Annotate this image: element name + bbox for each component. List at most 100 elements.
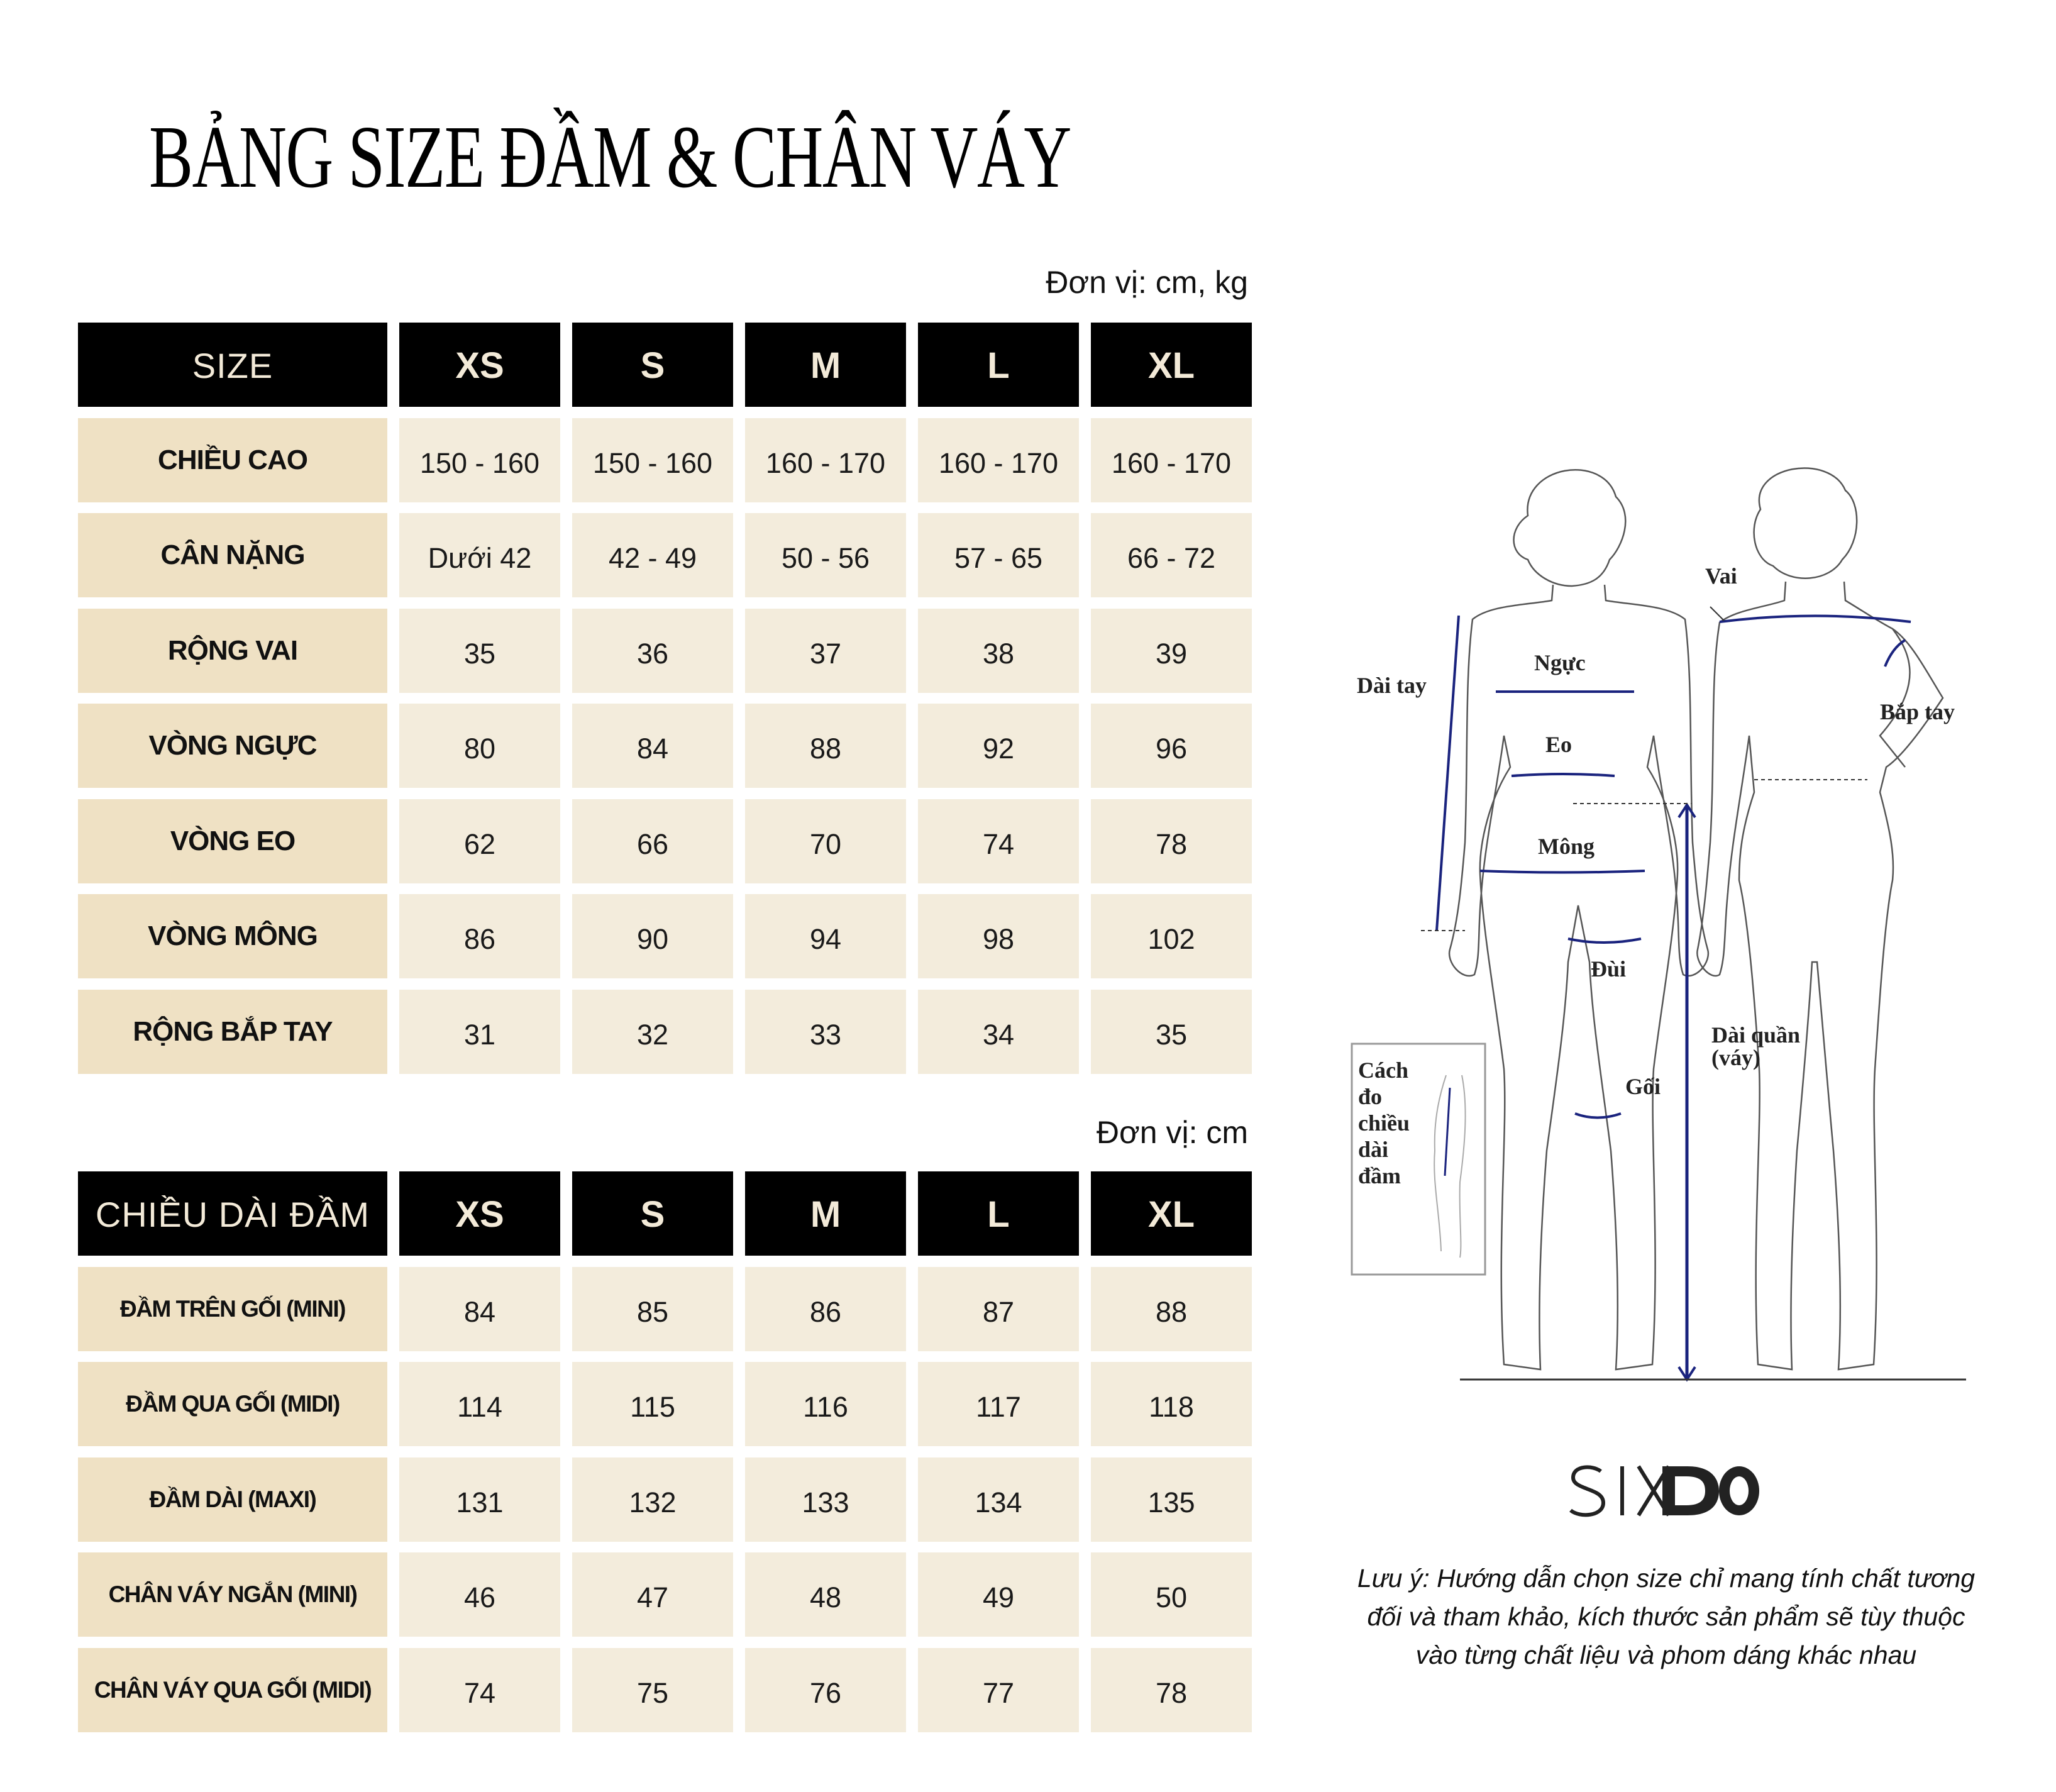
label-dai-quan: Dài quần xyxy=(1711,1022,1800,1048)
value-cell: 66 xyxy=(572,799,733,883)
note-line-1: Lưu ý: Hướng dẫn chọn size chỉ mang tính… xyxy=(1357,1564,1976,1593)
row-label: ĐẦM QUA GỐI (MIDI) xyxy=(78,1362,387,1446)
value-cell: 38 xyxy=(918,608,1079,693)
thigh-line xyxy=(1567,937,1642,944)
note-line-3: vào từng chất liệu và phom dáng khác nha… xyxy=(1415,1640,1917,1669)
value-cell: 35 xyxy=(1091,989,1252,1074)
label-mong: Mông xyxy=(1538,834,1595,859)
value-cell: 85 xyxy=(572,1266,733,1351)
header-size-cell: XL xyxy=(1091,1171,1252,1256)
value-cell: 133 xyxy=(745,1457,906,1542)
inset-line-5: đầm xyxy=(1358,1163,1401,1188)
value-cell: 50 - 56 xyxy=(745,513,906,597)
value-cell: 78 xyxy=(1091,799,1252,883)
shoulder-line xyxy=(1719,614,1911,623)
waist-line xyxy=(1511,773,1615,777)
value-cell: 115 xyxy=(572,1362,733,1446)
value-cell: 47 xyxy=(572,1552,733,1637)
value-cell: 160 - 170 xyxy=(1091,418,1252,502)
value-cell: 35 xyxy=(399,608,560,693)
value-cell: 49 xyxy=(918,1552,1079,1637)
value-cell: 78 xyxy=(1091,1647,1252,1732)
hip-line xyxy=(1479,870,1645,874)
header-size-cell: M xyxy=(745,1171,906,1256)
arm-length-line xyxy=(1435,615,1460,931)
label-dai-tay: Dài tay xyxy=(1357,673,1427,698)
shoulder-pointer xyxy=(1710,606,1725,621)
label-vai: Vai xyxy=(1705,563,1737,589)
row-label: ĐẦM DÀI (MAXI) xyxy=(78,1457,387,1542)
value-cell: 32 xyxy=(572,989,733,1074)
value-cell: 75 xyxy=(572,1647,733,1732)
value-cell: 50 xyxy=(1091,1552,1252,1637)
inset-line-4: dài xyxy=(1358,1137,1388,1162)
body-measurement-diagram: Vai Ngực Dài tay Bắp tay Eo Mông Đùi Dài… xyxy=(1351,467,1966,1382)
header-size-cell: XL xyxy=(1091,323,1252,407)
header-size-cell: L xyxy=(918,1171,1079,1256)
value-cell: 80 xyxy=(399,704,560,788)
bicep-line xyxy=(1884,639,1906,667)
page-title: BẢNG SIZE ĐẦM & CHÂN VÁY xyxy=(149,107,1071,206)
label-dui: Đùi xyxy=(1591,956,1626,982)
value-cell: 135 xyxy=(1091,1457,1252,1542)
value-cell: 57 - 65 xyxy=(918,513,1079,597)
value-cell: 160 - 170 xyxy=(918,418,1079,502)
value-cell: 37 xyxy=(745,608,906,693)
value-cell: 74 xyxy=(918,799,1079,883)
row-label: VÒNG EO xyxy=(78,799,387,883)
dashed-guides xyxy=(1421,779,1867,931)
row-label: RỘNG BẮP TAY xyxy=(78,989,387,1074)
row-label: RỘNG VAI xyxy=(78,608,387,693)
value-cell: 86 xyxy=(399,894,560,978)
value-cell: 76 xyxy=(745,1647,906,1732)
value-cell: 102 xyxy=(1091,894,1252,978)
label-eo: Eo xyxy=(1545,732,1572,757)
row-label: ĐẦM TRÊN GỐI (MINI) xyxy=(78,1266,387,1351)
value-cell: 90 xyxy=(572,894,733,978)
value-cell: 134 xyxy=(918,1457,1079,1542)
value-cell: 118 xyxy=(1091,1362,1252,1446)
row-label: CHIỀU CAO xyxy=(78,418,387,502)
value-cell: 150 - 160 xyxy=(572,418,733,502)
header-size-cell: S xyxy=(572,323,733,407)
back-figure xyxy=(1696,467,1944,1371)
value-cell: 131 xyxy=(399,1457,560,1542)
unit-note-table2: Đơn vị: cm xyxy=(1096,1115,1248,1150)
unit-note-table1: Đơn vị: cm, kg xyxy=(1046,265,1248,300)
value-cell: 48 xyxy=(745,1552,906,1637)
value-cell: 77 xyxy=(918,1647,1079,1732)
value-cell: 84 xyxy=(572,704,733,788)
value-cell: 84 xyxy=(399,1266,560,1351)
header-size-cell: XS xyxy=(399,323,560,407)
header-label-cell: CHIỀU DÀI ĐẦM xyxy=(78,1171,387,1256)
row-label: VÒNG MÔNG xyxy=(78,894,387,978)
header-label-cell: SIZE xyxy=(78,323,387,407)
value-cell: 117 xyxy=(918,1362,1079,1446)
label-goi: Gối xyxy=(1625,1074,1661,1099)
value-cell: 88 xyxy=(745,704,906,788)
value-cell: 86 xyxy=(745,1266,906,1351)
value-cell: 42 - 49 xyxy=(572,513,733,597)
sixdo-logo xyxy=(1569,1465,1759,1517)
value-cell: 87 xyxy=(918,1266,1079,1351)
inset-line-2: đo xyxy=(1358,1084,1382,1109)
value-cell: 74 xyxy=(399,1647,560,1732)
label-vay: (váy) xyxy=(1711,1045,1760,1070)
value-cell: 98 xyxy=(918,894,1079,978)
row-label: VÒNG NGỰC xyxy=(78,704,387,788)
value-cell: 114 xyxy=(399,1362,560,1446)
dress-length-table: CHIỀU DÀI ĐẦM XS S M L XL ĐẦM TRÊN GỐI (MINI) 8… xyxy=(78,1171,1252,1732)
row-label: CHÂN VÁY NGẮN (MINI) xyxy=(78,1552,387,1637)
knee-line xyxy=(1574,1112,1622,1119)
value-cell: 96 xyxy=(1091,704,1252,788)
note-line-2: đối và tham khảo, kích thước sản phẩm sẽ… xyxy=(1367,1602,1965,1631)
value-cell: 88 xyxy=(1091,1266,1252,1351)
value-cell: 39 xyxy=(1091,608,1252,693)
value-cell: 62 xyxy=(399,799,560,883)
value-cell: 150 - 160 xyxy=(399,418,560,502)
inset-dress-length: Cách đo chiều dài đầm xyxy=(1351,1043,1486,1276)
header-size-cell: S xyxy=(572,1171,733,1256)
size-table-body: SIZE XS S M L XL CHIỀU CAO 150 - 160 150 - 160 16… xyxy=(78,323,1252,1074)
label-nguc: Ngực xyxy=(1534,650,1586,675)
header-size-cell: XS xyxy=(399,1171,560,1256)
